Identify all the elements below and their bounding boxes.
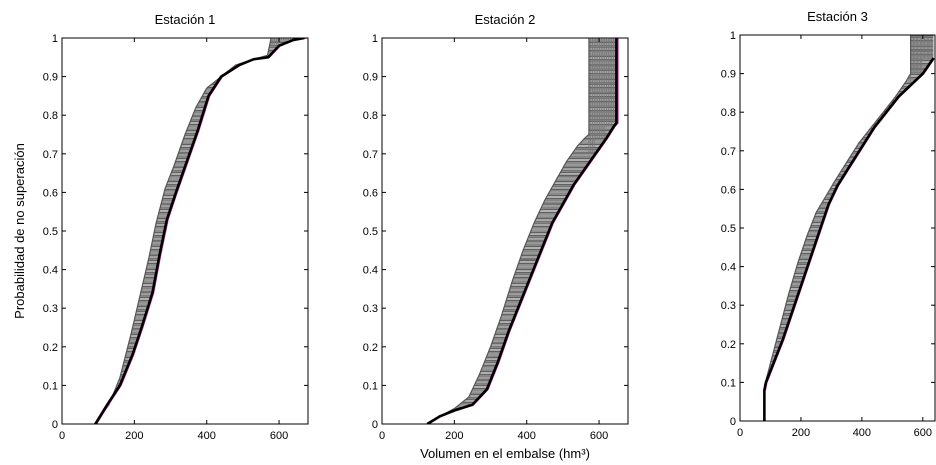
y-tick-label: 0.4 xyxy=(363,265,378,277)
x-tick-label: 0 xyxy=(59,430,65,442)
y-tick-label: 0.1 xyxy=(43,380,58,392)
x-tick-label: 200 xyxy=(792,427,810,439)
plot-area xyxy=(94,38,307,424)
y-tick-label: 0.8 xyxy=(721,107,736,119)
y-tick-label: 0.6 xyxy=(363,187,378,199)
chart-title: Estación 1 xyxy=(155,12,216,27)
x-tick-label: 200 xyxy=(125,430,143,442)
chart-panel-1: 0 0.1 0.2 0.3 0.4 0.5 0.6 0.7 0.8 0.9 1 0 200 400 600 E… xyxy=(12,12,309,442)
y-axis-label: Probabilidad de no superación xyxy=(12,143,27,319)
series-reference xyxy=(764,57,935,391)
y-tick-label: 0.9 xyxy=(363,72,378,84)
series-ensemble-envelope xyxy=(763,35,912,387)
y-tick-label: 0.5 xyxy=(363,226,378,238)
x-tick-label: 600 xyxy=(270,430,288,442)
y-tick-label: 0.8 xyxy=(43,110,58,122)
y-tick-label: 0.4 xyxy=(43,265,58,277)
y-tick-label: 0.9 xyxy=(43,72,58,84)
x-tick-label: 400 xyxy=(518,430,536,442)
chart-panel-3: 0 0.1 0.2 0.3 0.4 0.5 0.6 0.7 0.8 0.9 1 0 200 400 600 E… xyxy=(721,9,936,439)
y-tick-label: 0.1 xyxy=(721,377,736,389)
y-tick-label: 0.2 xyxy=(721,339,736,351)
x-tick-label: 600 xyxy=(590,430,608,442)
y-tick-label: 0.7 xyxy=(721,146,736,158)
x-tick-label: 0 xyxy=(379,430,385,442)
y-tick-label: 0.5 xyxy=(721,223,736,235)
x-tick-label: 400 xyxy=(198,430,216,442)
series-ensemble-envelope xyxy=(94,38,272,424)
axes-box xyxy=(739,34,936,422)
y-tick-label: 0.3 xyxy=(43,303,58,315)
y-tick-label: 0.3 xyxy=(721,300,736,312)
y-tick-label: 0.1 xyxy=(363,380,378,392)
y-tick-label: 0.3 xyxy=(363,303,378,315)
x-tick-label: 400 xyxy=(853,427,871,439)
series-observed xyxy=(426,38,618,424)
x-axis-label: Volumen en el embalse (hm³) xyxy=(420,446,590,461)
chart-panel-2: 0 0.1 0.2 0.3 0.4 0.5 0.6 0.7 0.8 0.9 1 0 200 400 600 E… xyxy=(363,12,629,461)
x-tick-label: 0 xyxy=(737,427,743,439)
y-tick-label: 0 xyxy=(730,416,736,428)
y-tick-label: 0.4 xyxy=(721,262,736,274)
y-tick-label: 0.9 xyxy=(721,69,736,81)
y-tick-label: 1 xyxy=(372,33,378,45)
axes-box xyxy=(61,37,309,425)
y-tick-label: 1 xyxy=(730,30,736,42)
y-tick-label: 0.7 xyxy=(363,149,378,161)
axes-box xyxy=(381,37,629,425)
y-tick-label: 0 xyxy=(372,419,378,431)
y-tick-label: 0.5 xyxy=(43,226,58,238)
y-tick-label: 1 xyxy=(52,33,58,45)
series-observed xyxy=(763,57,935,421)
y-tick-label: 0.8 xyxy=(363,110,378,122)
plot-area xyxy=(426,38,619,424)
x-tick-label: 600 xyxy=(914,427,932,439)
x-tick-label: 200 xyxy=(445,430,463,442)
y-tick-label: 0.6 xyxy=(721,184,736,196)
series-observed xyxy=(94,38,305,424)
y-tick-label: 0.7 xyxy=(43,149,58,161)
y-tick-label: 0.2 xyxy=(363,342,378,354)
y-tick-label: 0 xyxy=(52,419,58,431)
y-tick-label: 0.6 xyxy=(43,187,58,199)
chart-title: Estación 2 xyxy=(475,12,536,27)
chart-title: Estación 3 xyxy=(807,9,868,24)
series-ensemble-envelope xyxy=(426,38,590,424)
plot-area xyxy=(763,35,935,421)
y-tick-label: 0.2 xyxy=(43,342,58,354)
